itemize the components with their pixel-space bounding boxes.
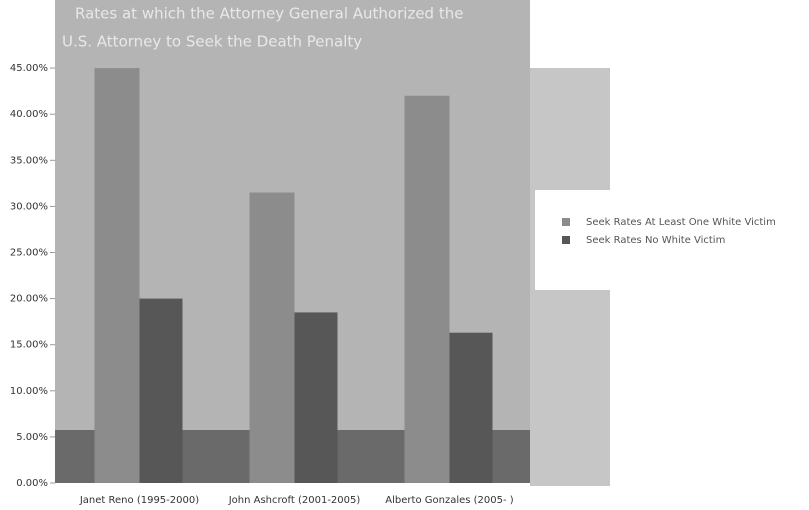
y-tick-label: 0.00% bbox=[16, 478, 48, 489]
y-tick-label: 15.00% bbox=[10, 340, 48, 351]
x-tick-label: Janet Reno (1995-2000) bbox=[79, 495, 199, 506]
legend-label: Seek Rates At Least One White Victim bbox=[586, 217, 776, 228]
y-tick-label: 10.00% bbox=[10, 386, 48, 397]
x-tick-label: Alberto Gonzales (2005- ) bbox=[385, 495, 513, 506]
y-tick-label: 25.00% bbox=[10, 248, 48, 259]
bar bbox=[249, 192, 295, 483]
y-tick-label: 40.00% bbox=[10, 109, 48, 120]
legend-box bbox=[535, 190, 610, 290]
y-tick-label: 20.00% bbox=[10, 294, 48, 305]
bar bbox=[94, 68, 140, 483]
y-tick-label: 35.00% bbox=[10, 155, 48, 166]
y-tick-label: 5.00% bbox=[16, 432, 48, 443]
y-tick-label: 30.00% bbox=[10, 201, 48, 212]
bar bbox=[404, 95, 450, 483]
bar bbox=[139, 298, 183, 483]
legend-label: Seek Rates No White Victim bbox=[586, 235, 725, 246]
legend-swatch bbox=[562, 218, 570, 226]
y-tick-label: 45.00% bbox=[10, 63, 48, 74]
bar bbox=[294, 312, 338, 483]
x-tick-label: John Ashcroft (2001-2005) bbox=[228, 495, 361, 506]
chart-subtitle: U.S. Attorney to Seek the Death Penalty bbox=[62, 33, 362, 51]
legend-swatch bbox=[562, 236, 570, 244]
bar bbox=[449, 332, 493, 483]
chart-title: Rates at which the Attorney General Auth… bbox=[75, 5, 463, 23]
